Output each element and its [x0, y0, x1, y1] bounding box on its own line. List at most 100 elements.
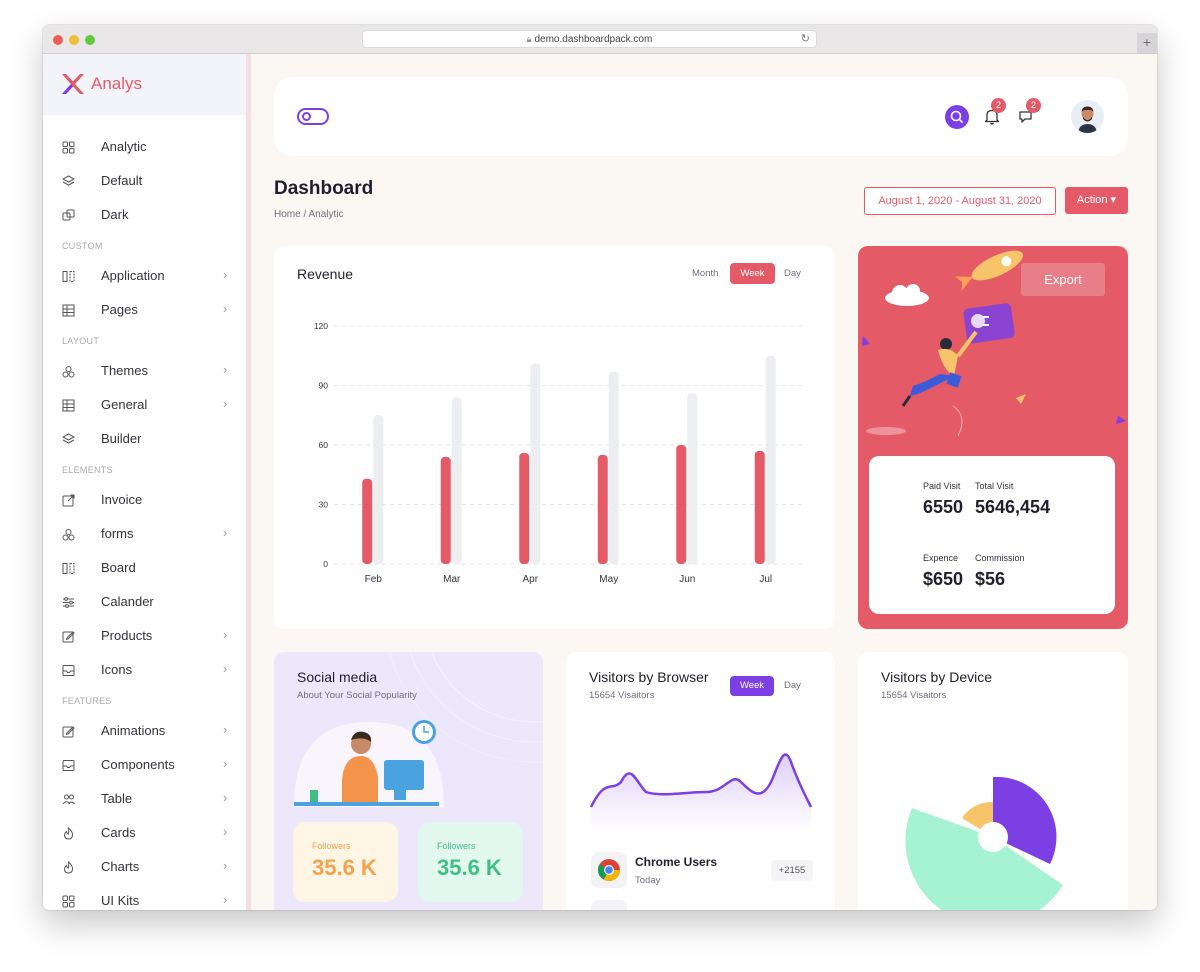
sidebar-item-label: Calander [101, 594, 154, 609]
sidebar-item-dark[interactable]: Dark [43, 200, 246, 230]
sidebar-item-calander[interactable]: Calander [43, 587, 246, 617]
tab-day[interactable]: Day [784, 680, 801, 691]
chevron-right-icon: › [223, 362, 228, 377]
url-text: demo.dashboardpack.com [534, 34, 653, 45]
tab-month[interactable]: Month [692, 268, 719, 279]
chevron-right-icon: › [223, 722, 228, 737]
chevron-right-icon: › [223, 824, 228, 839]
bar-series-1[interactable] [754, 450, 765, 564]
bar-series-1[interactable] [519, 452, 530, 564]
sidebar-item-label: Builder [101, 431, 142, 446]
page-title: Dashboard [274, 178, 374, 199]
brand[interactable]: Analys [43, 54, 246, 115]
minimize-window-button[interactable] [69, 35, 79, 45]
breadcrumb[interactable]: Home / Analytic [274, 209, 344, 220]
sidebar-item-label: Animations [101, 723, 166, 738]
reload-icon[interactable]: ↻ [800, 33, 810, 45]
date-range-picker[interactable]: August 1, 2020 - August 31, 2020 [864, 187, 1056, 215]
sidebar-item-label: Themes [101, 363, 148, 378]
paid-visit-value: 6550 [923, 497, 964, 517]
sidebar-section-layout: LAYOUT [62, 336, 100, 346]
new-tab-button[interactable]: + [1137, 33, 1157, 53]
bar-series-1[interactable] [440, 456, 451, 564]
close-window-button[interactable] [53, 35, 63, 45]
sidebar-section-elements: ELEMENTS [62, 465, 113, 475]
y-tick-label: 60 [319, 440, 329, 450]
users-icon [62, 794, 75, 805]
sidebar-item-ui-kits[interactable]: UI Kits › [43, 886, 246, 910]
brand-name: Analys [91, 74, 143, 93]
followers-box-2: Followers 35.6 K [418, 822, 523, 902]
bar-series-2[interactable] [373, 415, 384, 564]
bar-series-2[interactable] [608, 371, 619, 564]
visitors-browser-subtitle: 15654 Visaitors [589, 690, 655, 701]
browser-toolbar: 🔒︎ demo.dashboardpack.com ↻ + [43, 25, 1157, 54]
avatar-icon [1078, 106, 1097, 133]
message-icon[interactable] [1018, 108, 1036, 126]
sidebar-item-cards[interactable]: Cards › [43, 818, 246, 848]
sidebar-item-label: forms [101, 526, 134, 541]
sidebar-item-pages[interactable]: Pages › [43, 295, 246, 325]
sidebar-item-label: Charts [101, 859, 140, 874]
bar-series-2[interactable] [765, 355, 776, 564]
sidebar-item-themes[interactable]: Themes › [43, 356, 246, 386]
paid-visit-label: Paid Visit [923, 481, 961, 491]
sidebar-item-general[interactable]: General › [43, 390, 246, 420]
sidebar-item-invoice[interactable]: Invoice [43, 485, 246, 515]
rocket-illustration [862, 250, 1126, 437]
total-visit-label: Total Visit [975, 481, 1014, 491]
chevron-right-icon: › [223, 661, 228, 676]
table-icon [62, 304, 75, 317]
bar-series-1[interactable] [676, 445, 687, 564]
search-button[interactable] [945, 105, 969, 129]
chevron-right-icon: › [223, 756, 228, 771]
social-subtitle: About Your Social Popularity [297, 690, 417, 701]
export-button[interactable]: Export [1021, 263, 1105, 296]
bar-series-1[interactable] [362, 478, 373, 564]
sidebar-item-table[interactable]: Table › [43, 784, 246, 814]
fire-icon [63, 827, 74, 840]
bar-series-1[interactable] [597, 454, 608, 564]
sidebar-item-animations[interactable]: Animations › [43, 716, 246, 746]
inbox-icon [62, 665, 75, 676]
x-tick-label: Jul [759, 574, 772, 585]
browser-row-name: Chrome Users [635, 855, 718, 869]
browser-row-count: +2155 [771, 860, 813, 881]
device-pie-chart [905, 776, 1063, 910]
tab-week[interactable]: Week [730, 676, 774, 696]
sidebar-item-icons[interactable]: Icons › [43, 655, 246, 685]
external-link-icon [62, 494, 75, 507]
visitors-device-subtitle: 15654 Visaitors [881, 690, 947, 701]
bar-series-2[interactable] [530, 363, 541, 564]
visitors-browser-card: Visitors by Browser 15654 Visaitors Week… [566, 652, 835, 910]
action-dropdown-button[interactable]: Action ▾ [1065, 187, 1128, 214]
address-bar[interactable]: 🔒︎ demo.dashboardpack.com ↻ [362, 30, 817, 48]
sidebar-item-label: Components [101, 757, 175, 772]
maximize-window-button[interactable] [85, 35, 95, 45]
grid-icon [62, 141, 75, 154]
sidebar-item-components[interactable]: Components › [43, 750, 246, 780]
sidebar-toggle[interactable] [297, 108, 329, 125]
sidebar-item-default[interactable]: Default [43, 166, 246, 196]
sidebar-item-label: Products [101, 628, 153, 643]
browser-row-period: Today [635, 875, 661, 886]
user-avatar[interactable] [1071, 100, 1104, 133]
social-media-card: Social media About Your Social Popularit… [274, 652, 543, 910]
tab-week[interactable]: Week [730, 263, 775, 284]
sidebar-item-charts[interactable]: Charts › [43, 852, 246, 882]
commission-label: Commission [975, 553, 1025, 563]
sidebar-item-analytic[interactable]: Analytic [43, 132, 246, 162]
bar-series-2[interactable] [687, 393, 698, 564]
sidebar-item-products[interactable]: Products › [43, 621, 246, 651]
sidebar-item-application[interactable]: Application › [43, 261, 246, 291]
followers-label-1: Followers [312, 841, 351, 851]
bar-series-2[interactable] [451, 397, 462, 564]
browser-window: 🔒︎ demo.dashboardpack.com ↻ + Analys Anal… [43, 25, 1157, 910]
chevron-right-icon: › [223, 790, 228, 805]
y-tick-label: 120 [314, 321, 328, 331]
tab-day[interactable]: Day [784, 268, 801, 279]
sidebar-item-forms[interactable]: forms › [43, 519, 246, 549]
sidebar-section-features: FEATURES [62, 696, 112, 706]
sidebar-item-board[interactable]: Board [43, 553, 246, 583]
sidebar-item-builder[interactable]: Builder [43, 424, 246, 454]
